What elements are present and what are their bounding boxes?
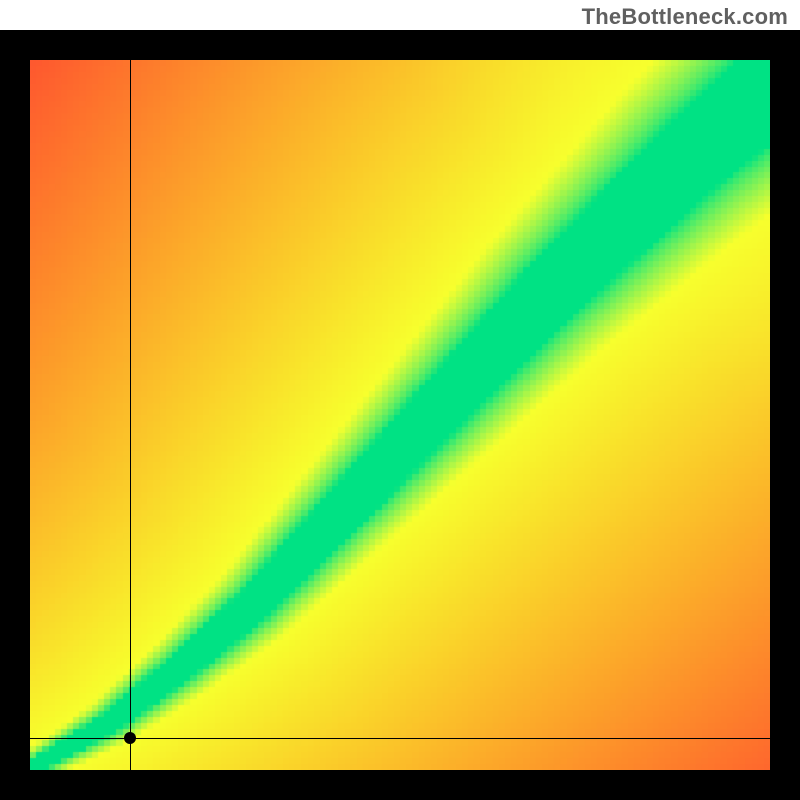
crosshair-vertical (130, 60, 131, 770)
brand-watermark: TheBottleneck.com (582, 4, 788, 30)
crosshair-marker (124, 732, 136, 744)
crosshair-horizontal (30, 738, 770, 739)
heatmap-canvas (30, 60, 770, 770)
chart-container: TheBottleneck.com (0, 0, 800, 800)
plot-frame (0, 30, 800, 800)
